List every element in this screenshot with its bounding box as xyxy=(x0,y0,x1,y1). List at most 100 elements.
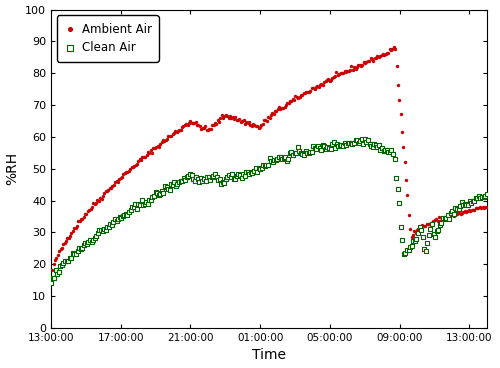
Ambient Air xyxy=(408,234,416,240)
Ambient Air xyxy=(297,92,305,98)
Clean Air xyxy=(333,141,341,147)
Ambient Air xyxy=(223,113,231,119)
Ambient Air xyxy=(202,127,210,133)
Clean Air xyxy=(272,157,280,163)
Ambient Air xyxy=(54,252,62,258)
Ambient Air xyxy=(128,164,136,170)
Clean Air xyxy=(302,148,310,154)
Clean Air xyxy=(124,212,132,217)
Ambient Air xyxy=(406,226,414,231)
Ambient Air xyxy=(374,53,382,59)
Clean Air xyxy=(318,142,326,148)
Clean Air xyxy=(384,149,392,155)
Clean Air xyxy=(460,202,468,208)
Ambient Air xyxy=(296,95,304,100)
Ambient Air xyxy=(379,50,387,56)
Ambient Air xyxy=(356,62,364,68)
Ambient Air xyxy=(219,115,227,121)
Clean Air xyxy=(102,227,110,233)
Ambient Air xyxy=(314,83,322,89)
Clean Air xyxy=(474,195,482,201)
Ambient Air xyxy=(270,112,278,117)
Ambient Air xyxy=(424,221,432,227)
Ambient Air xyxy=(69,229,77,234)
Ambient Air xyxy=(370,55,378,61)
Ambient Air xyxy=(110,182,118,188)
Clean Air xyxy=(234,171,242,177)
Clean Air xyxy=(78,245,86,251)
Ambient Air xyxy=(246,122,254,128)
Clean Air xyxy=(258,165,266,171)
Ambient Air xyxy=(396,96,404,102)
Clean Air xyxy=(47,280,55,286)
Ambient Air xyxy=(465,207,473,213)
Ambient Air xyxy=(103,188,111,194)
Clean Air xyxy=(53,271,61,277)
Ambient Air xyxy=(214,117,222,123)
Clean Air xyxy=(238,175,246,181)
Ambient Air xyxy=(279,105,287,110)
Ambient Air xyxy=(434,219,442,224)
Ambient Air xyxy=(166,133,174,139)
Ambient Air xyxy=(90,200,98,206)
Clean Air xyxy=(125,209,133,215)
Clean Air xyxy=(450,212,458,217)
Ambient Air xyxy=(366,55,374,61)
Clean Air xyxy=(220,180,228,186)
Clean Air xyxy=(358,136,366,142)
Ambient Air xyxy=(318,81,326,87)
Clean Air xyxy=(306,149,314,155)
Ambient Air xyxy=(365,59,373,64)
Ambient Air xyxy=(438,216,446,222)
Clean Air xyxy=(90,235,98,241)
Ambient Air xyxy=(163,136,171,142)
Clean Air xyxy=(424,240,432,246)
Ambient Air xyxy=(454,210,462,216)
Clean Air xyxy=(326,146,334,152)
Ambient Air xyxy=(416,224,424,230)
Ambient Air xyxy=(402,177,410,183)
Clean Air xyxy=(454,206,462,212)
Clean Air xyxy=(175,178,183,184)
Ambient Air xyxy=(472,205,480,211)
Ambient Air xyxy=(446,214,454,220)
Clean Air xyxy=(262,162,270,167)
Clean Air xyxy=(328,141,336,147)
Ambient Air xyxy=(47,273,55,279)
Ambient Air xyxy=(344,68,351,74)
Ambient Air xyxy=(174,128,182,134)
Ambient Air xyxy=(136,156,144,162)
Clean Air xyxy=(280,155,287,161)
Clean Air xyxy=(348,141,356,147)
Clean Air xyxy=(68,255,76,261)
Ambient Air xyxy=(184,122,192,128)
Ambient Air xyxy=(60,240,68,246)
Clean Air xyxy=(158,188,166,194)
Clean Air xyxy=(48,275,56,281)
Ambient Air xyxy=(288,96,296,102)
Clean Air xyxy=(111,216,119,222)
Clean Air xyxy=(412,236,420,242)
X-axis label: Time: Time xyxy=(252,348,286,362)
Clean Air xyxy=(64,258,72,264)
Clean Air xyxy=(274,156,281,162)
Clean Air xyxy=(330,139,338,145)
Clean Air xyxy=(162,184,170,190)
Clean Air xyxy=(89,237,97,243)
Ambient Air xyxy=(278,105,286,111)
Clean Air xyxy=(150,193,158,199)
Ambient Air xyxy=(430,219,438,224)
Ambient Air xyxy=(164,134,172,139)
Clean Air xyxy=(340,141,348,146)
Clean Air xyxy=(108,222,116,228)
Ambient Air xyxy=(284,100,292,106)
Ambient Air xyxy=(193,121,201,127)
Ambient Air xyxy=(458,210,466,216)
Clean Air xyxy=(380,148,388,154)
Clean Air xyxy=(339,142,347,148)
Clean Air xyxy=(236,172,244,178)
Ambient Air xyxy=(156,141,164,147)
Clean Air xyxy=(142,199,150,205)
Clean Air xyxy=(247,170,255,176)
Clean Air xyxy=(439,215,447,220)
